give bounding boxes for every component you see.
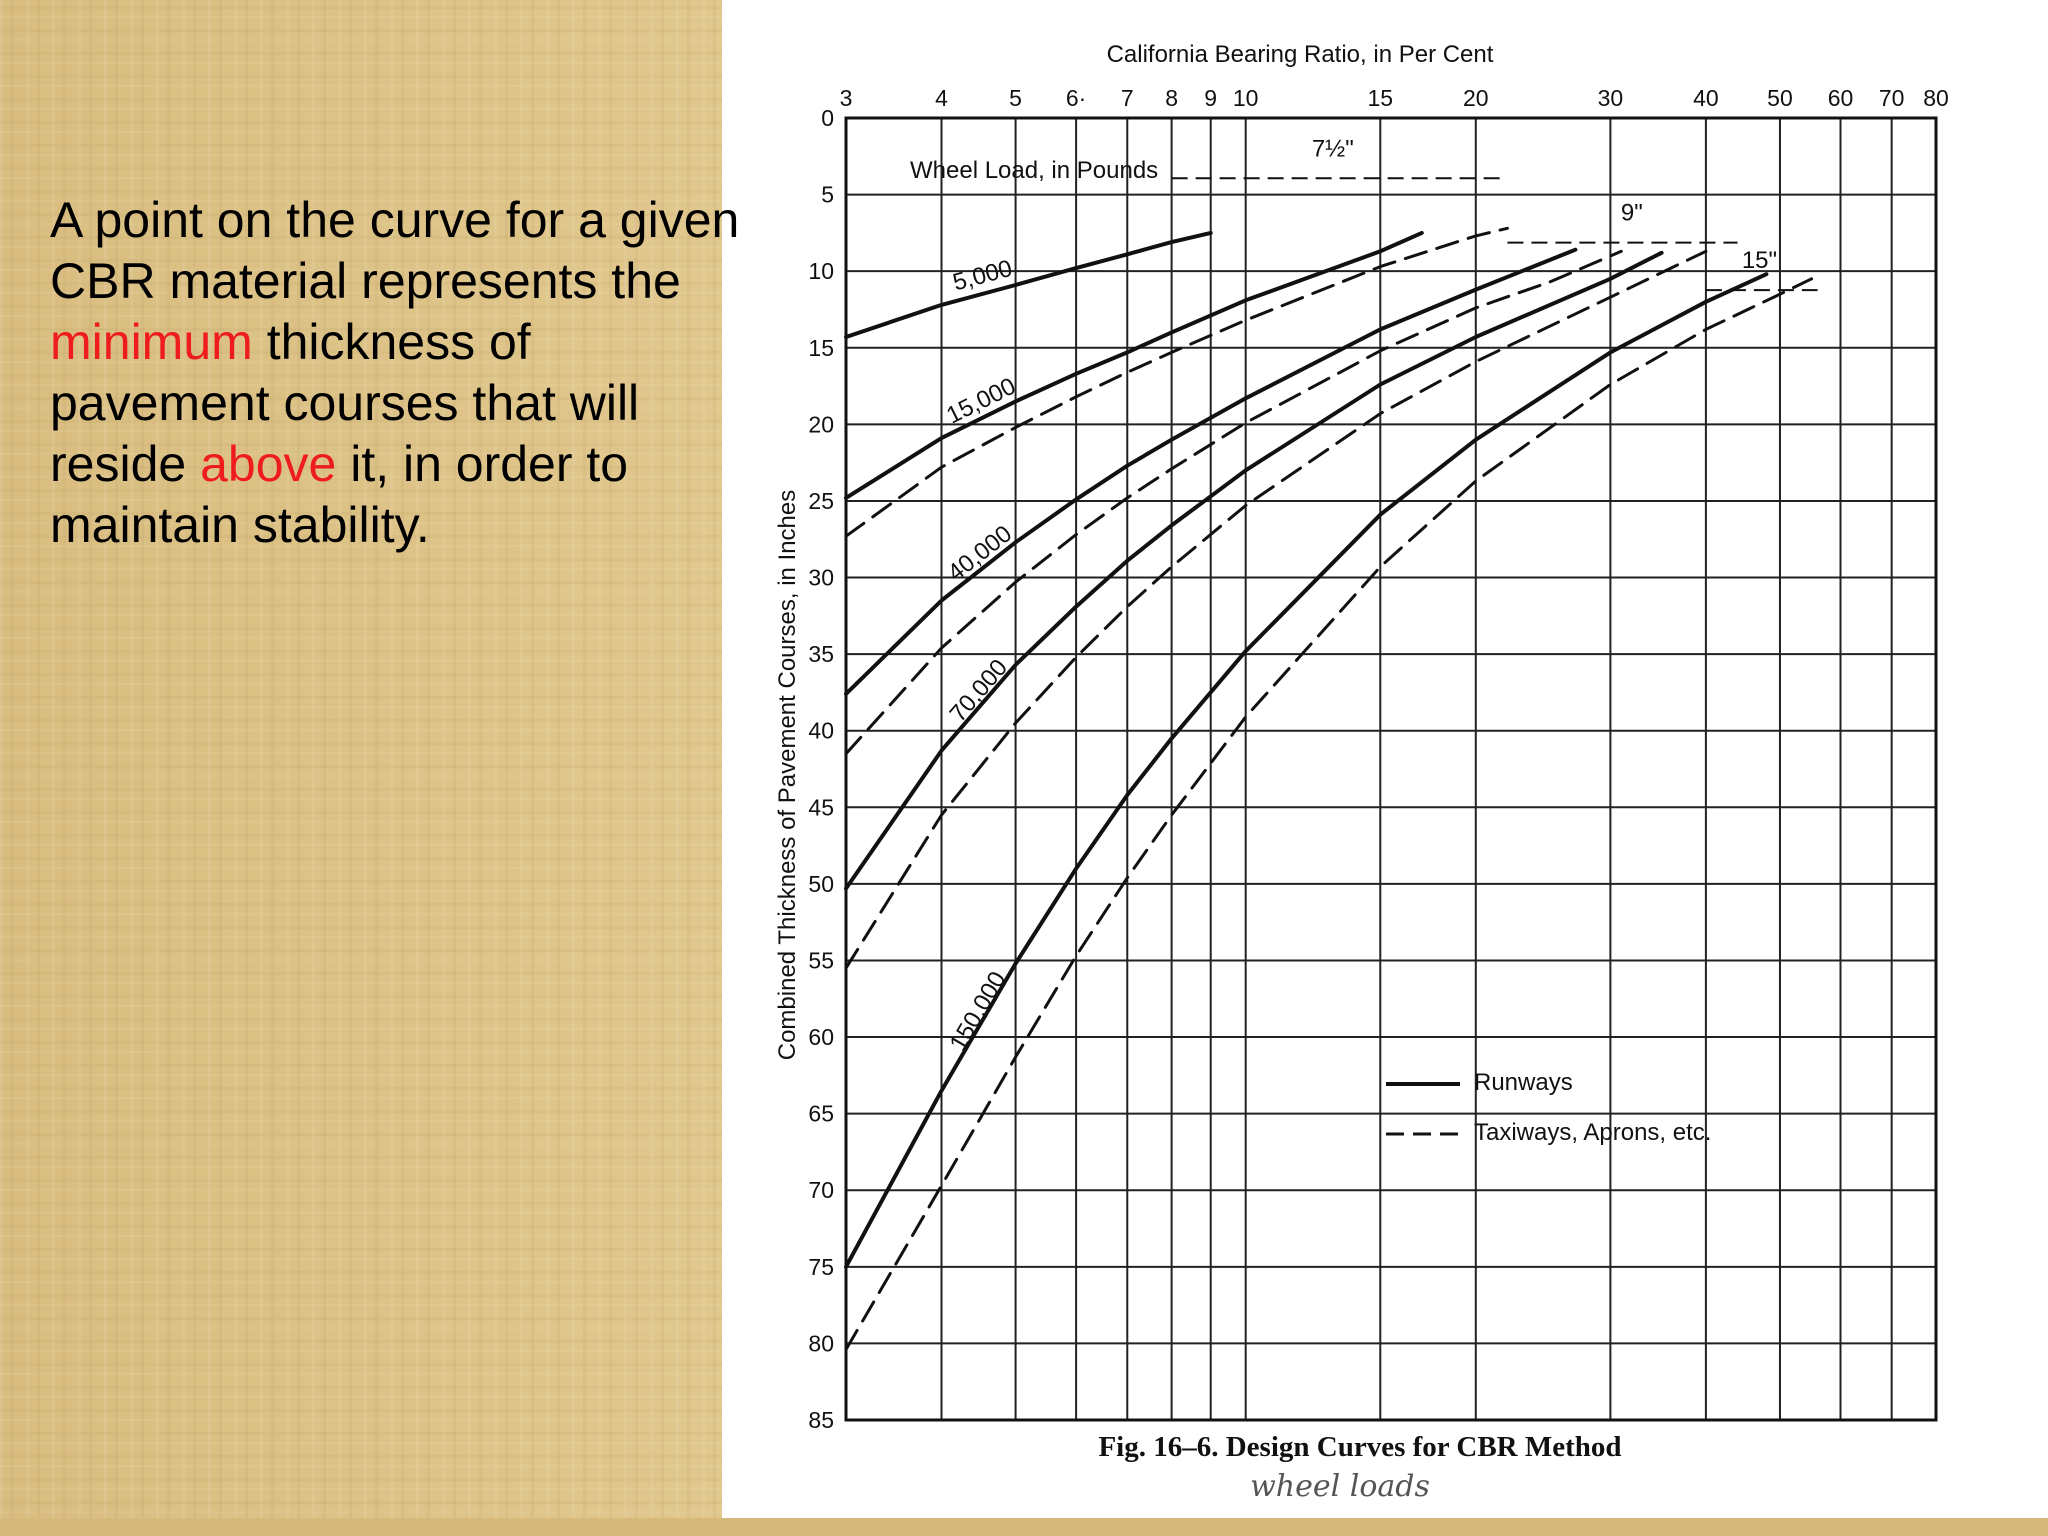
- legend-title: Wheel Load, in Pounds: [910, 157, 1158, 184]
- x-tick-label: 9: [1204, 85, 1217, 111]
- highlight-above: above: [200, 436, 337, 492]
- x-tick-label: 8: [1165, 85, 1178, 111]
- legend-runways: Runways: [1474, 1069, 1573, 1096]
- y-tick-label: 10: [808, 258, 834, 284]
- handwritten-note: wheel loads: [1250, 1469, 1430, 1504]
- highlight-minimum: minimum: [50, 314, 253, 370]
- y-tick-label: 15: [808, 335, 834, 361]
- slide-text-part: A point on the curve for a given CBR mat…: [50, 192, 740, 309]
- y-tick-label: 70: [808, 1177, 834, 1203]
- series-runways-curve: [844, 230, 1424, 500]
- x-tick-label: 5: [1009, 85, 1022, 111]
- y-tick-label: 35: [808, 641, 834, 667]
- series-taxiways-curve: [844, 249, 1708, 970]
- y-tick-label: 50: [808, 871, 834, 897]
- chart-series: [844, 177, 1818, 1351]
- figure-caption: Fig. 16–6. Design Curves for CBR Method: [1098, 1431, 1621, 1463]
- y-tick-label: 30: [808, 565, 834, 591]
- series-taxiways-curve: [844, 249, 1623, 756]
- x-tick-label: 70: [1879, 85, 1905, 111]
- x-tick-label: 7: [1121, 85, 1134, 111]
- x-tick-label: 20: [1463, 85, 1489, 111]
- x-tick-label: 15: [1367, 85, 1393, 111]
- series-runways-curve: [844, 230, 1213, 339]
- x-tick-label: 80: [1923, 85, 1949, 111]
- series-label: 5,000: [950, 255, 1015, 297]
- y-tick-label: 20: [808, 411, 834, 437]
- slide-text-part: it, in order to maintain stability.: [50, 436, 629, 553]
- depth-annotation: 15": [1742, 247, 1777, 274]
- series-runways-curve: [844, 250, 1664, 891]
- chart-labels: 3 4 5 6· 7 8 9 10 15 20 30 40 50 60 70 8005101520253035…: [808, 85, 1948, 1433]
- depth-annotation: 7½": [1312, 135, 1354, 162]
- chart-grid: [844, 116, 1938, 1422]
- y-tick-label: 25: [808, 488, 834, 514]
- y-tick-label: 45: [808, 794, 834, 820]
- slide-paragraph: A point on the curve for a given CBR mat…: [50, 190, 750, 556]
- y-tick-label: 65: [808, 1101, 834, 1127]
- x-tick-label: 6·: [1066, 85, 1086, 111]
- series-label: 70,000: [945, 654, 1013, 727]
- y-tick-label: 0: [821, 105, 834, 131]
- y-tick-label: 55: [808, 947, 834, 973]
- series-label: 150,000: [945, 967, 1012, 1056]
- y-tick-label: 40: [808, 718, 834, 744]
- y-tick-label: 75: [808, 1254, 834, 1280]
- y-axis-label: Combined Thickness of Pavement Courses, …: [774, 490, 801, 1061]
- series-runways-curve: [844, 272, 1769, 1269]
- series-taxiways-curve: [844, 226, 1509, 538]
- slide-text-part: thickness of pavement courses that will …: [50, 314, 640, 492]
- x-tick-label: 30: [1598, 85, 1624, 111]
- series-taxiways-curve: [844, 277, 1814, 1351]
- x-tick-label: 60: [1828, 85, 1854, 111]
- chart-panel: [722, 0, 2048, 1518]
- x-tick-label: 4: [935, 85, 948, 111]
- x-tick-label: 3: [840, 85, 853, 111]
- y-tick-label: 85: [808, 1407, 834, 1433]
- plot-frame: [844, 116, 1938, 1422]
- bottom-strip: [0, 1518, 2048, 1536]
- series-runways-curve: [844, 247, 1578, 696]
- chart-title: California Bearing Ratio, in Per Cent: [1107, 41, 1494, 68]
- y-tick-label: 60: [808, 1024, 834, 1050]
- legend-taxiways: Taxiways, Aprons, etc.: [1474, 1119, 1711, 1146]
- x-tick-label: 50: [1767, 85, 1793, 111]
- x-tick-label: 10: [1233, 85, 1259, 111]
- x-tick-label: 40: [1693, 85, 1719, 111]
- series-label: 15,000: [942, 373, 1020, 430]
- depth-annotation: 9": [1621, 200, 1643, 227]
- y-tick-label: 5: [821, 182, 834, 208]
- y-tick-label: 80: [808, 1330, 834, 1356]
